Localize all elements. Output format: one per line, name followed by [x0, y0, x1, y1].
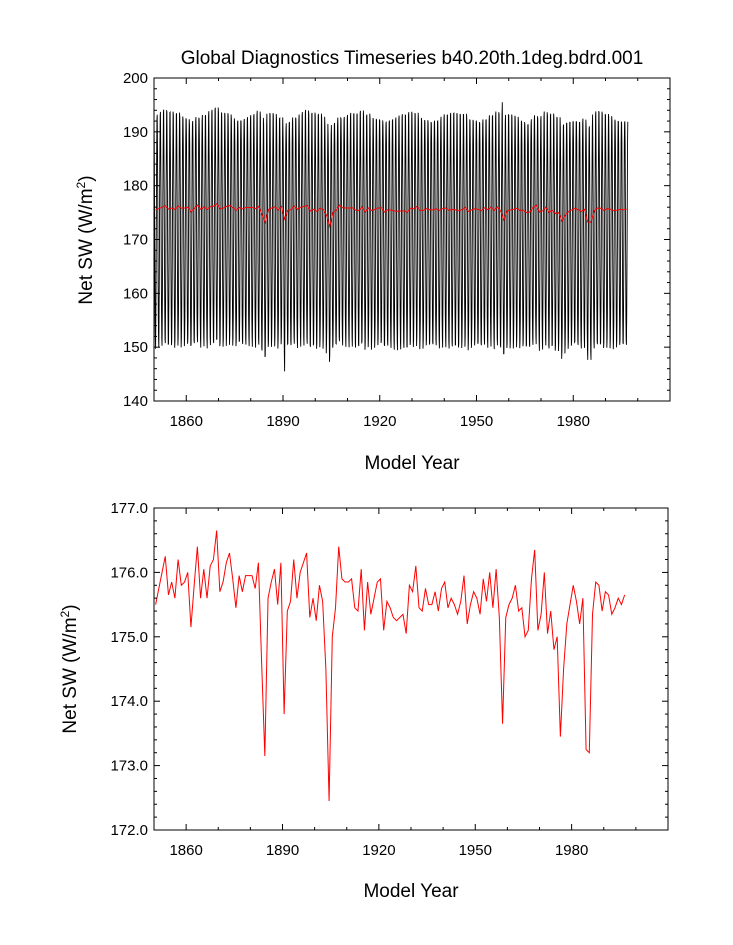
top-y-tick-label: 160 [123, 285, 148, 302]
top-y-tick-label: 180 [123, 178, 148, 195]
top-x-tick-label: 1980 [557, 413, 590, 430]
bottom-y-axis-label-close: ) [60, 604, 81, 610]
top-plot-frame [153, 77, 671, 402]
top-y-tick-label: 150 [123, 339, 148, 356]
bottom-y-tick-label: 177.0 [110, 500, 148, 517]
bottom-x-tick-label: 1920 [362, 842, 395, 859]
bottom-x-tick-label: 1860 [169, 842, 202, 859]
top-axis-ticks: 1860 1890 1920 1950 1980 140 150 160 170 180 190 20… [123, 70, 671, 430]
top-y-axis-label-close: ) [76, 175, 97, 181]
top-y-axis-label: Net SW (W/m2) [74, 175, 97, 304]
top-x-tick-label: 1860 [170, 413, 203, 430]
top-x-tick-label: 1920 [363, 413, 396, 430]
bottom-y-tick-label: 172.0 [110, 822, 148, 839]
top-x-tick-label: 1890 [266, 413, 299, 430]
top-y-axis-label-base: Net SW (W/m [76, 188, 97, 304]
bottom-y-axis-label: Net SW (W/m2) [58, 604, 81, 733]
top-chart: Global Diagnostics Timeseries b40.20th.1… [74, 48, 671, 474]
bottom-y-tick-label: 173.0 [110, 758, 148, 775]
top-x-axis-label: Model Year [364, 453, 460, 474]
bottom-annual-series-line [155, 530, 626, 802]
bottom-plot-area [155, 530, 626, 802]
top-y-tick-label: 140 [123, 393, 148, 410]
bottom-x-tick-label: 1980 [555, 842, 588, 859]
top-plot-area [153, 102, 629, 372]
bottom-y-axis-label-base: Net SW (W/m [60, 617, 81, 733]
bottom-y-axis-label-sup: 2 [58, 610, 72, 617]
bottom-plot-frame [153, 507, 669, 831]
top-annual-series-line [155, 202, 627, 229]
top-y-tick-label: 170 [123, 232, 148, 249]
bottom-chart: 1860 1890 1920 1950 1980 172.0 173.0 174.0 175.0… [58, 500, 669, 902]
bottom-y-tick-label: 174.0 [110, 693, 148, 710]
bottom-x-tick-label: 1890 [266, 842, 299, 859]
top-monthly-series-line [153, 102, 629, 372]
top-chart-title: Global Diagnostics Timeseries b40.20th.1… [181, 48, 644, 69]
bottom-x-tick-label: 1950 [459, 842, 492, 859]
top-y-tick-label: 200 [123, 70, 148, 87]
bottom-x-axis-label: Model Year [363, 881, 459, 902]
bottom-y-tick-label: 175.0 [110, 629, 148, 646]
top-y-tick-label: 190 [123, 124, 148, 141]
top-y-axis-label-sup: 2 [74, 181, 88, 188]
bottom-y-tick-label: 176.0 [110, 564, 148, 581]
top-x-tick-label: 1950 [460, 413, 493, 430]
